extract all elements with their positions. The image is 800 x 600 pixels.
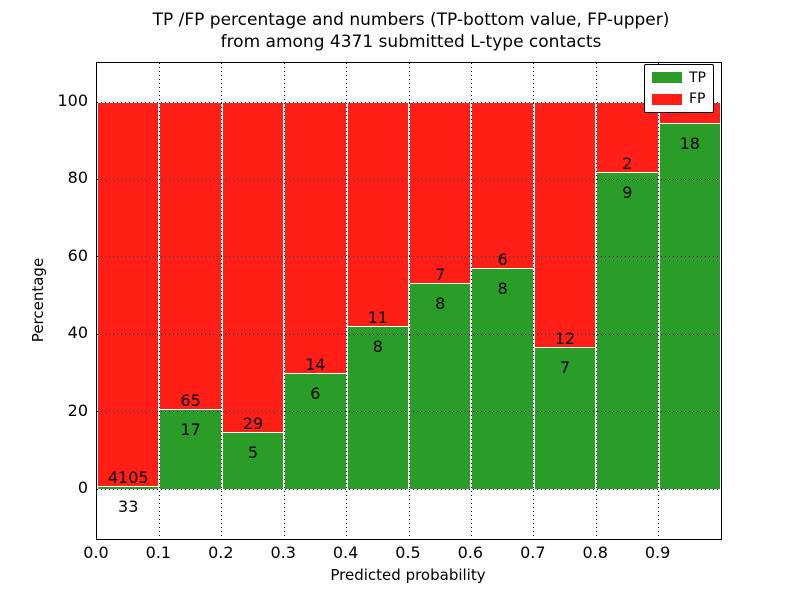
x-tick-label: 0.8 (582, 543, 608, 562)
legend-item: TP (645, 71, 713, 85)
bar-segment-fp (159, 102, 222, 409)
bar-segment-fp (533, 102, 597, 347)
tp-count-label: 8 (435, 293, 446, 313)
bar-segment-tp (658, 122, 721, 489)
bar-segment-fp (346, 102, 409, 327)
fp-count-label: 11 (367, 308, 388, 328)
vertical-gridline (346, 63, 348, 539)
fp-count-label: 65 (180, 390, 201, 410)
tp-count-label: 9 (622, 183, 633, 203)
bar-labels-layer: 4105 33 65 17 29 5 14 6 11 8 7 8 6 8 12 7 2 9 18 (97, 63, 721, 539)
vertical-gridline (283, 63, 285, 539)
bar-segment-fp (221, 102, 285, 433)
tp-count-label: 33 (118, 496, 139, 516)
bar-segment-tp (159, 408, 222, 489)
tp-count-label: 18 (679, 133, 700, 153)
fp-count-label: 7 (435, 264, 446, 284)
x-tick-label: 0.7 (520, 543, 546, 562)
bar-segment-fp (596, 102, 659, 173)
grid-layer (97, 63, 721, 539)
y-tick-label: 40 (67, 323, 88, 343)
bar-segment-fp (471, 102, 534, 269)
x-tick-label: 0.9 (644, 543, 671, 562)
vertical-gridline (408, 63, 410, 539)
y-tick-label: 20 (67, 400, 88, 420)
bar-segment-tp (533, 346, 597, 489)
bar-segment-fp (409, 102, 472, 283)
vertical-gridline (470, 63, 472, 539)
chart-title-line-2: from among 4371 submitted L-type contact… (220, 32, 602, 52)
tp-legend-swatch (652, 72, 682, 84)
vertical-gridline (158, 63, 160, 539)
tp-count-label: 7 (559, 357, 571, 377)
legend-item: FP (645, 92, 713, 106)
fp-count-label: 4105 (107, 467, 149, 487)
fp-count-label: 14 (305, 354, 326, 374)
y-tick-label: 80 (67, 168, 88, 188)
fp-legend-swatch (652, 93, 682, 105)
bar-segment-tp (409, 282, 472, 489)
legend: TP FP (644, 64, 714, 113)
x-tick-label: 0.4 (332, 543, 359, 562)
fp-count-label: 2 (622, 154, 633, 174)
tp-count-label: 17 (180, 419, 201, 439)
bar-segment-tp (471, 268, 534, 489)
tp-count-label: 6 (310, 383, 321, 403)
chart-title-line-1: TP /FP percentage and numbers (TP-bottom… (152, 10, 670, 30)
y-tick-label: 0 (77, 478, 88, 497)
bar-segment-tp (97, 485, 160, 489)
legend-label: TP (689, 69, 706, 86)
y-tick-label: 100 (57, 91, 88, 110)
fp-count-label: 29 (242, 414, 264, 434)
x-tick-label: 0.3 (270, 543, 296, 562)
y-tick-label: 60 (67, 245, 88, 265)
tp-count-label: 8 (372, 337, 383, 357)
fp-count-label: 6 (497, 250, 508, 270)
x-tick-label: 0.2 (208, 543, 234, 562)
x-tick-label: 0.0 (83, 543, 109, 562)
fp-count-label: 12 (554, 328, 576, 348)
vertical-gridline (595, 63, 597, 539)
vertical-gridline (221, 63, 223, 539)
legend-label: FP (689, 91, 706, 108)
vertical-gridline (658, 63, 660, 539)
chart-title: TP /FP percentage and numbers (TP-bottom… (96, 9, 726, 53)
tp-count-label: 5 (247, 443, 259, 463)
x-tick-label: 0.6 (457, 543, 484, 562)
vertical-gridline (533, 63, 535, 539)
x-axis-label: Predicted probability (330, 566, 486, 584)
tp-count-label: 8 (497, 279, 508, 299)
bars-layer (97, 63, 721, 539)
x-tick-label: 0.1 (145, 543, 172, 562)
x-tick-label: 0.5 (395, 543, 421, 562)
bar-segment-tp (221, 432, 285, 489)
bar-segment-tp (596, 172, 659, 489)
bar-segment-tp (346, 326, 409, 489)
bar-segment-tp (284, 372, 347, 489)
bar-segment-fp (97, 102, 160, 486)
plot-area: 4105 33 65 17 29 5 14 6 11 8 7 8 6 8 12 7 2 9 18 (96, 62, 722, 540)
